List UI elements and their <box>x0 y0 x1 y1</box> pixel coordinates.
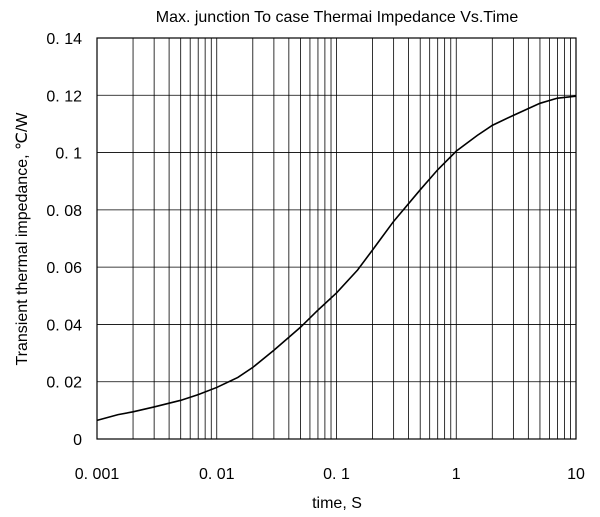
series-line-0 <box>96 95 577 422</box>
y-tick-label: 0 <box>73 432 82 449</box>
y-tick-label: 0. 14 <box>46 31 82 48</box>
y-axis-label: Transient thermal impedance, ℃/W <box>14 112 31 366</box>
y-tick-label: 0. 02 <box>46 375 82 392</box>
x-axis-label: time, S <box>312 495 362 512</box>
plot-frame <box>96 37 577 440</box>
tick-labels: 0. 001 0. 01 0. 1 1 10 0 0. 02 0. 04 0. 06 0. 08 0… <box>46 31 585 483</box>
y-tick-label: 0. 12 <box>46 88 82 105</box>
y-tick-label: 0. 06 <box>46 260 82 277</box>
grid-lines <box>97 38 576 439</box>
y-tick-label: 0. 04 <box>46 317 82 334</box>
x-tick-label: 0. 01 <box>199 466 235 483</box>
chart-title: Max. junction To case Thermai Impedance … <box>156 9 519 26</box>
x-tick-label: 1 <box>452 466 461 483</box>
y-tick-label: 0. 08 <box>46 203 82 220</box>
x-tick-label: 0. 001 <box>75 466 120 483</box>
x-tick-label: 10 <box>567 466 585 483</box>
y-tick-label: 0. 1 <box>55 146 82 163</box>
x-tick-label: 0. 1 <box>323 466 350 483</box>
data-layer <box>96 95 577 422</box>
